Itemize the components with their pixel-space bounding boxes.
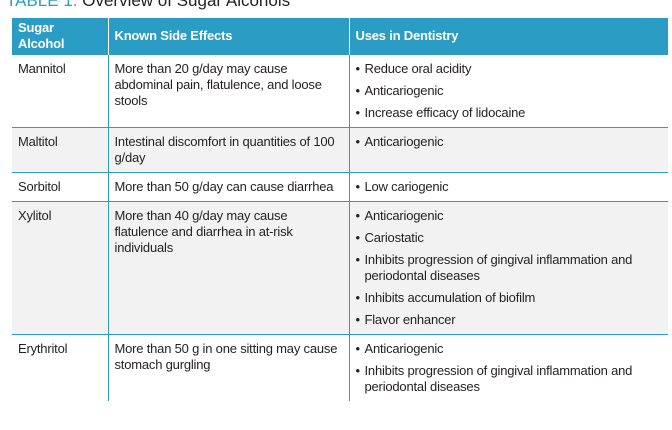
side-effects-cell: More than 40 g/day may cause flatulence …	[108, 201, 350, 335]
uses-list: Anticariogenic	[356, 134, 663, 150]
uses-list: Low cariogenic	[356, 179, 663, 195]
use-item: Reduce oral acidity	[356, 61, 663, 77]
side-effects-cell: More than 50 g in one sitting may cause …	[108, 334, 350, 401]
sugar-alcohols-table: Sugar Alcohol Known Side Effects Uses in…	[12, 18, 668, 401]
use-item: Anticariogenic	[356, 341, 663, 357]
use-item: Inhibits accumulation of biofilm	[356, 290, 663, 306]
use-item: Anticariogenic	[356, 208, 663, 224]
use-item: Flavor enhancer	[356, 312, 663, 328]
table-label: TABLE 1.	[6, 0, 78, 10]
table-title: Overview of Sugar Alcohols	[82, 0, 291, 10]
uses-cell: Reduce oral acidity Anticariogenic Incre…	[349, 54, 668, 128]
side-effects-cell: More than 20 g/day may cause abdominal p…	[108, 54, 350, 128]
sugar-alcohol-name: Erythritol	[12, 334, 109, 401]
table-row: Mannitol More than 20 g/day may cause ab…	[12, 54, 668, 128]
sugar-alcohol-name: Mannitol	[12, 54, 109, 128]
use-item: Inhibits progression of gingival inflamm…	[356, 363, 663, 395]
table-row: Sorbitol More than 50 g/day can cause di…	[12, 172, 668, 202]
table-row: Erythritol More than 50 g in one sitting…	[12, 334, 668, 401]
use-item: Anticariogenic	[356, 83, 663, 99]
uses-list: Reduce oral acidity Anticariogenic Incre…	[356, 61, 663, 121]
side-effects-cell: More than 50 g/day can cause diarrhea	[108, 172, 350, 202]
use-item: Increase efficacy of lidocaine	[356, 105, 663, 121]
table-row: Maltitol Intestinal discomfort in quanti…	[12, 127, 668, 173]
header-known-side-effects: Known Side Effects	[108, 18, 350, 55]
use-item: Inhibits progression of gingival inflamm…	[356, 252, 663, 284]
sugar-alcohol-name: Maltitol	[12, 127, 109, 173]
table-header-row: Sugar Alcohol Known Side Effects Uses in…	[12, 18, 668, 55]
table-caption: TABLE 1. Overview of Sugar Alcohols	[6, 0, 290, 11]
uses-cell: Anticariogenic Cariostatic Inhibits prog…	[349, 201, 668, 335]
use-item: Cariostatic	[356, 230, 663, 246]
sugar-alcohol-name: Sorbitol	[12, 172, 109, 202]
use-item: Anticariogenic	[356, 134, 663, 150]
uses-cell: Low cariogenic	[349, 172, 668, 202]
side-effects-cell: Intestinal discomfort in quantities of 1…	[108, 127, 350, 173]
uses-list: Anticariogenic Inhibits progression of g…	[356, 341, 663, 395]
uses-cell: Anticariogenic	[349, 127, 668, 173]
uses-list: Anticariogenic Cariostatic Inhibits prog…	[356, 208, 663, 328]
sugar-alcohol-name: Xylitol	[12, 201, 109, 335]
table-row: Xylitol More than 40 g/day may cause fla…	[12, 201, 668, 335]
header-sugar-alcohol: Sugar Alcohol	[12, 18, 109, 55]
uses-cell: Anticariogenic Inhibits progression of g…	[349, 334, 668, 401]
use-item: Low cariogenic	[356, 179, 663, 195]
header-uses-in-dentistry: Uses in Dentistry	[349, 18, 668, 55]
